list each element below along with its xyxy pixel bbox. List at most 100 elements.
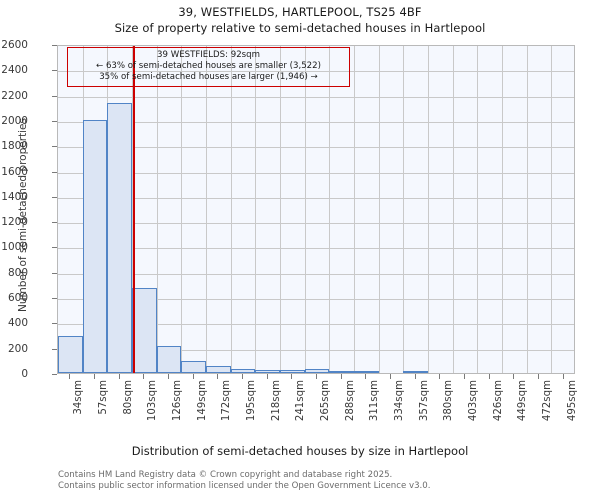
histogram-bar [181,360,206,373]
gridline-vertical [181,46,183,373]
x-tick-mark [439,374,441,379]
histogram-bar [58,336,83,373]
x-tick-mark [118,374,120,379]
x-tick-label: 426sqm [492,380,504,422]
x-tick-mark [266,374,268,379]
gridline-vertical [156,46,158,373]
y-tick-label: 1000 [1,241,28,254]
y-tick-mark [52,222,57,224]
histogram-bar [230,368,256,373]
gridline-vertical [551,46,553,373]
x-tick-mark [217,374,219,379]
y-tick-mark [52,120,57,122]
y-tick-label: 1400 [1,190,28,203]
x-tick-label: 311sqm [369,380,381,422]
gridline-vertical [403,46,405,373]
gridline-vertical [280,46,281,373]
y-tick-label: 2200 [1,89,28,102]
y-tick-mark [52,171,57,173]
histogram-bar [206,366,231,373]
y-tick-label: 200 [7,342,28,355]
annotation-line-1: 39 WESTFIELDS: 92sqm [157,50,260,60]
x-tick-label: 195sqm [246,380,257,422]
annotation-callout: 39 WESTFIELDS: 92sqm ← 63% of semi-detac… [67,47,350,87]
gridline-vertical [452,46,454,373]
x-tick-label: 449sqm [517,380,529,422]
y-tick-label: 800 [7,266,28,279]
x-tick-label: 472sqm [542,380,553,422]
y-axis: Number of semi-detached properties 0 200 4… [0,0,57,500]
y-tick-mark [52,146,57,148]
property-marker-line [132,46,135,373]
bars-layer [58,46,574,373]
histogram-bar [82,119,108,373]
gridline-horizontal [58,299,574,301]
y-tick-mark [52,272,57,274]
annotation-line-2: ← 63% of semi-detached houses are smalle… [96,61,321,71]
histogram-bar [354,371,379,373]
chart-header: 39, WESTFIELDS, HARTLEPOOL, TS25 4BF Siz… [0,4,600,36]
gridline-vertical [428,46,429,373]
y-tick-label: 2000 [1,114,28,127]
y-tick-mark [52,348,57,350]
gridline-vertical [304,46,306,373]
x-tick-label: 334sqm [394,380,405,422]
histogram-bar [304,368,330,373]
x-tick-label: 172sqm [221,380,233,422]
x-tick-mark [538,374,539,379]
histogram-bar [280,370,305,373]
y-tick-mark [52,45,57,46]
attribution-footer: Contains HM Land Registry data © Crown c… [58,470,430,492]
gridline-vertical [206,46,207,373]
page-title: 39, WESTFIELDS, HARTLEPOOL, TS25 4BF [178,5,422,19]
x-tick-mark [562,374,564,379]
histogram-bar [329,371,354,373]
x-tick-label: 357sqm [418,380,430,422]
gridline-horizontal [58,172,574,174]
x-tick-mark [488,374,490,379]
x-tick-mark [94,374,95,379]
x-tick-label: 380sqm [443,380,455,422]
gridline-vertical [378,46,380,373]
gridline-vertical [477,46,479,373]
gridline-horizontal [58,223,574,225]
x-tick-mark [168,374,169,379]
y-tick-mark [52,95,57,97]
y-tick-label: 2400 [1,64,28,77]
x-tick-mark [143,374,145,379]
y-tick-mark [52,247,57,249]
x-tick-mark [414,374,416,379]
histogram-bar [107,103,132,373]
histogram-bar [255,370,280,373]
plot-area [57,45,575,374]
x-tick-mark [242,374,243,379]
gridline-vertical [329,46,331,373]
x-tick-label: 288sqm [344,380,356,422]
x-tick-label: 218sqm [270,380,282,422]
x-tick-mark [69,374,71,379]
x-tick-label: 495sqm [566,380,578,422]
histogram-bar [156,345,182,373]
gridline-vertical [132,46,133,373]
x-tick-label: 103sqm [147,380,159,422]
x-tick-label: 126sqm [172,380,183,422]
gridline-horizontal [58,273,574,275]
y-tick-mark [52,196,57,198]
x-tick-label: 80sqm [122,380,134,415]
x-axis-title: Distribution of semi-detached houses by … [131,444,469,458]
y-tick-mark [52,374,57,375]
x-tick-mark [316,374,317,379]
x-tick-label: 241sqm [295,380,307,422]
y-tick-mark [52,323,57,325]
gridline-horizontal [58,197,574,199]
y-tick-label: 0 [21,368,28,380]
y-tick-label: 400 [7,317,28,330]
gridline-vertical [255,46,257,373]
gridline-horizontal [58,248,574,250]
x-tick-mark [365,374,367,379]
x-tick-mark [192,374,194,379]
x-tick-label: 57sqm [98,380,109,415]
x-tick-mark [340,374,342,379]
gridline-horizontal [58,71,574,73]
